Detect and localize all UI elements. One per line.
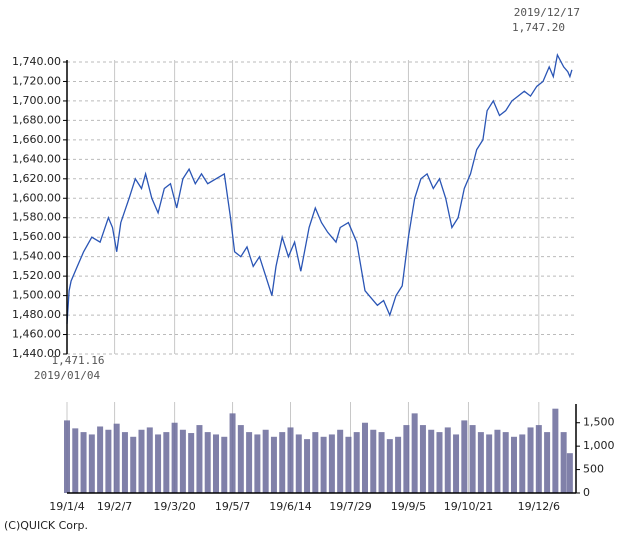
volume-bar <box>295 434 302 493</box>
volume-bar <box>304 439 311 493</box>
volume-bar <box>212 434 219 493</box>
volume-bar <box>560 432 567 493</box>
y-tick-label: 1,640.00 <box>12 152 61 165</box>
volume-bar <box>105 429 112 493</box>
high-date: 2019/12/17 <box>514 6 580 19</box>
low-value: 1,471.16 <box>52 354 105 367</box>
volume-bar <box>155 434 162 493</box>
y-tick-label: 1,700.00 <box>12 94 61 107</box>
y2-tick-label: 0 <box>583 486 590 499</box>
volume-bar <box>146 427 153 493</box>
volume-bar <box>188 433 195 493</box>
x-tick-label: 19/5/7 <box>215 500 250 513</box>
volume-bar <box>121 432 128 493</box>
volume-bar <box>386 439 393 493</box>
volume-bar <box>411 413 418 493</box>
volume-bar <box>370 429 377 493</box>
volume-bar <box>287 427 294 493</box>
volume-bar <box>486 434 493 493</box>
source: (C)QUICK Corp. <box>4 519 88 532</box>
volume-bar <box>345 436 352 493</box>
volume-bar <box>337 429 344 493</box>
high-value: 1,747.20 <box>512 21 565 34</box>
y2-tick-label: 500 <box>583 463 604 476</box>
volume-bar <box>494 429 501 493</box>
volume-bar <box>221 436 228 493</box>
volume-bar <box>361 422 368 493</box>
y-tick-label: 1,520.00 <box>12 269 61 282</box>
volume-bar <box>436 432 443 493</box>
x-tick-label: 19/3/20 <box>153 500 195 513</box>
y-tick-label: 1,460.00 <box>12 328 61 341</box>
y-tick-label: 1,560.00 <box>12 230 61 243</box>
x-tick-label: 19/2/7 <box>97 500 132 513</box>
x-tick-label: 19/1/4 <box>49 500 84 513</box>
volume-bar <box>163 432 170 493</box>
volume-bar <box>64 420 70 493</box>
volume-bar <box>552 408 559 493</box>
volume-bar <box>312 432 319 493</box>
volume-bar <box>270 436 277 493</box>
y-tick-label: 1,740.00 <box>12 55 61 68</box>
volume-bar <box>453 434 460 493</box>
y-tick-label: 1,480.00 <box>12 308 61 321</box>
x-tick-label: 19/9/5 <box>391 500 426 513</box>
volume-bar <box>246 432 253 493</box>
y2-tick-label: 1,500 <box>583 416 615 429</box>
volume-bar <box>502 432 509 493</box>
volume-bar <box>477 432 484 493</box>
volume-bar <box>113 423 120 493</box>
volume-bar <box>461 420 468 493</box>
volume-bar <box>544 432 551 493</box>
volume-bar <box>72 428 79 493</box>
low-date: 2019/01/04 <box>34 369 101 382</box>
volume-bar <box>566 453 573 493</box>
volume-bar <box>279 432 286 493</box>
x-tick-label: 19/10/21 <box>444 500 493 513</box>
volume-bar <box>171 422 178 493</box>
volume-bar <box>320 436 327 493</box>
y-tick-label: 1,580.00 <box>12 211 61 224</box>
volume-bar <box>138 429 145 493</box>
volume-bar <box>378 432 385 493</box>
x-tick-label: 19/12/6 <box>518 500 560 513</box>
y-tick-label: 1,600.00 <box>12 191 61 204</box>
volume-bar <box>428 429 435 493</box>
volume-bar <box>444 427 451 493</box>
volume-bar <box>196 425 203 493</box>
volume-bar <box>237 425 244 493</box>
y-tick-label: 1,500.00 <box>12 289 61 302</box>
volume-bar <box>97 426 104 493</box>
volume-bar <box>88 434 95 493</box>
y-tick-label: 1,680.00 <box>12 113 61 126</box>
y2-tick-label: 1,000 <box>583 439 615 452</box>
volume-bar <box>519 434 526 493</box>
volume-bar <box>262 429 269 493</box>
volume-bar <box>229 413 236 493</box>
volume-bar <box>204 432 211 493</box>
volume-bar <box>328 434 335 493</box>
volume-bar <box>254 434 261 493</box>
x-tick-label: 19/6/14 <box>269 500 311 513</box>
y-tick-label: 1,540.00 <box>12 250 61 263</box>
volume-bar <box>353 432 360 493</box>
x-tick-label: 19/7/29 <box>329 500 371 513</box>
volume-bar <box>403 425 410 493</box>
volume-bar <box>80 432 87 493</box>
y-tick-label: 1,620.00 <box>12 172 61 185</box>
y-tick-label: 1,720.00 <box>12 74 61 87</box>
volume-bar <box>535 425 542 493</box>
volume-bar <box>469 425 476 493</box>
volume-bar <box>527 427 534 493</box>
volume-bar <box>510 436 517 493</box>
volume-bar <box>419 425 426 493</box>
volume-bar <box>395 436 402 493</box>
volume-bar <box>130 436 137 493</box>
y-tick-label: 1,660.00 <box>12 133 61 146</box>
price-line <box>66 53 573 324</box>
y-tick-label: 1,440.00 <box>12 347 61 360</box>
volume-bar <box>179 429 186 493</box>
